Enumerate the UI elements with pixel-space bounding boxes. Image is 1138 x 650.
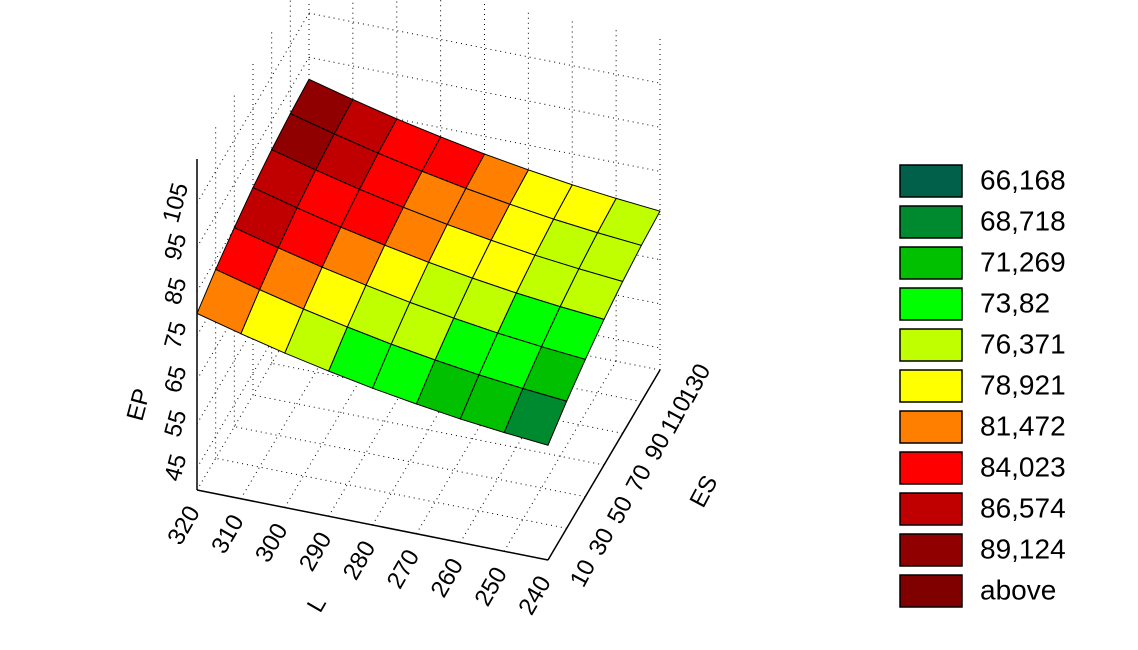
x-tick-label: 320 [162, 501, 205, 549]
z-tick-label: 45 [159, 451, 192, 484]
z-tick-label: 105 [158, 180, 194, 226]
side-wall-grid-line [196, 12, 310, 204]
legend-label: 76,371 [980, 328, 1066, 359]
legend-swatch [899, 533, 963, 567]
floor-grid-line [503, 360, 617, 552]
legend-swatch [899, 492, 963, 526]
x-tick-label: 270 [382, 545, 425, 593]
floor-grid-line [415, 343, 529, 535]
legend-swatch [899, 369, 963, 403]
legend-label: 81,472 [980, 410, 1066, 441]
y-axis-label: ES [685, 471, 724, 512]
z-tick-label: 85 [159, 275, 192, 308]
z-tick-label: 95 [159, 231, 192, 264]
y-tick-label: 70 [621, 460, 657, 496]
x-tick-label: 310 [206, 510, 249, 558]
legend-label: 66,168 [980, 164, 1066, 195]
legend-swatch [899, 451, 963, 485]
legend-label: 86,574 [980, 492, 1066, 523]
legend-swatch [899, 574, 963, 608]
legend-swatch [899, 205, 963, 239]
legend-label: above [980, 574, 1056, 605]
back-wall-grid-line [308, 12, 661, 84]
floor-grid-line [328, 325, 442, 517]
legend-label: 78,921 [980, 369, 1066, 400]
floor-grid-line [240, 308, 354, 500]
x-tick-label: 280 [338, 536, 381, 584]
floor-grid-line [459, 352, 573, 543]
x-tick-label: 290 [294, 528, 337, 576]
x-tick-label: 300 [250, 519, 293, 567]
surface-cell [196, 268, 261, 335]
legend-swatch [899, 410, 963, 444]
legend-label: 68,718 [980, 205, 1066, 236]
legend-swatch [899, 328, 963, 362]
axis-line [196, 489, 549, 561]
x-tick-label: 250 [469, 563, 512, 611]
side-wall-grid-line [196, 277, 310, 469]
legend-swatch [899, 246, 963, 280]
legend-swatch [899, 164, 963, 198]
z-tick-label: 55 [159, 407, 192, 440]
y-tick-label: 30 [583, 524, 619, 560]
z-axis-label: EP [122, 386, 156, 424]
axis-line [547, 369, 661, 561]
z-tick-label: 65 [159, 363, 192, 396]
floor-grid-line [215, 457, 567, 529]
y-tick-label: 50 [602, 492, 638, 528]
legend-label: 73,82 [980, 287, 1050, 318]
z-tick-label: 75 [159, 319, 192, 352]
side-wall-grid-line [196, 57, 310, 248]
legend-label: 71,269 [980, 246, 1066, 277]
y-tick-label: 10 [565, 555, 601, 591]
x-tick-label: 240 [513, 571, 556, 619]
x-tick-label: 260 [426, 554, 469, 602]
floor-grid-line [284, 317, 398, 508]
floor-grid-line [372, 334, 485, 526]
x-axis-label: L [302, 592, 332, 617]
legend-label: 89,124 [980, 533, 1066, 564]
legend-label: 84,023 [980, 451, 1066, 482]
legend-swatch [899, 287, 963, 321]
